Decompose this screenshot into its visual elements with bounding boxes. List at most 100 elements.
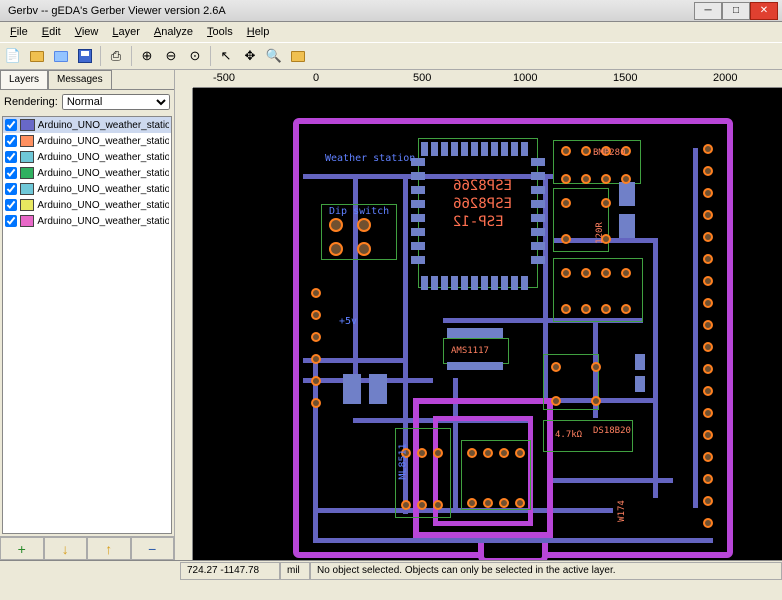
pad	[467, 448, 477, 458]
pad	[703, 496, 713, 506]
pad	[703, 298, 713, 308]
layer-swatch[interactable]	[20, 167, 34, 179]
silk-text: 120R	[595, 222, 605, 244]
smd-pad	[531, 242, 545, 250]
pad	[483, 498, 493, 508]
layer-action-button[interactable]: ↑	[87, 537, 131, 560]
pad	[601, 198, 611, 208]
menu-layer[interactable]: Layer	[106, 24, 146, 40]
layer-row[interactable]: Arduino_UNO_weather_station_s	[3, 181, 171, 197]
pad	[551, 362, 561, 372]
layer-checkbox[interactable]	[5, 135, 17, 147]
tab-layers[interactable]: Layers	[0, 70, 48, 89]
measure-icon[interactable]	[289, 47, 307, 65]
layer-swatch[interactable]	[20, 183, 34, 195]
layer-swatch[interactable]	[20, 199, 34, 211]
menubar: FileEditViewLayerAnalyzeToolsHelp	[0, 22, 782, 42]
smd-pad	[451, 276, 458, 290]
pad	[561, 234, 571, 244]
tab-messages[interactable]: Messages	[48, 70, 112, 89]
menu-tools[interactable]: Tools	[201, 24, 239, 40]
smd-pad	[635, 376, 645, 392]
pad	[703, 452, 713, 462]
menu-view[interactable]: View	[69, 24, 105, 40]
layer-row[interactable]: Arduino_UNO_weather_station_s	[3, 197, 171, 213]
layer-swatch[interactable]	[20, 215, 34, 227]
layer-checkbox[interactable]	[5, 119, 17, 131]
silk-text: W174	[617, 500, 627, 522]
pan-icon[interactable]: ✥	[241, 47, 259, 65]
smd-pad	[481, 276, 488, 290]
smd-pad	[461, 276, 468, 290]
layer-action-button[interactable]: −	[131, 537, 175, 560]
layer-swatch[interactable]	[20, 135, 34, 147]
layer-swatch[interactable]	[20, 151, 34, 163]
toolbar: 📄 ⎙ ⊕ ⊖ ⊙ ↖ ✥ 🔍	[0, 42, 782, 70]
pad	[703, 474, 713, 484]
close-button[interactable]: ✕	[750, 2, 778, 20]
open-icon[interactable]	[28, 47, 46, 65]
status-unit[interactable]: mil	[280, 562, 310, 580]
layer-name: Arduino_UNO_weather_station_s	[37, 200, 169, 211]
pad	[311, 332, 321, 342]
pad	[703, 430, 713, 440]
smd-pad	[441, 142, 448, 156]
zoom-in-icon[interactable]: ⊕	[138, 47, 156, 65]
menu-help[interactable]: Help	[241, 24, 276, 40]
layer-row[interactable]: Arduino_UNO_weather_station_s	[3, 149, 171, 165]
pad	[581, 268, 591, 278]
smd-pad	[411, 242, 425, 250]
layer-row[interactable]: Arduino_UNO_weather_station_	[3, 117, 171, 133]
layer-row[interactable]: Arduino_UNO_weather_station_s	[3, 213, 171, 229]
new-icon[interactable]: 📄	[4, 47, 22, 65]
smd-pad	[531, 228, 545, 236]
menu-analyze[interactable]: Analyze	[148, 24, 199, 40]
smd-pad	[451, 142, 458, 156]
smd-pad	[461, 142, 468, 156]
layer-action-button[interactable]: ↓	[44, 537, 88, 560]
layer-checkbox[interactable]	[5, 215, 17, 227]
silk-text: +5v	[339, 316, 357, 327]
pad	[551, 396, 561, 406]
pad	[703, 386, 713, 396]
layer-row[interactable]: Arduino_UNO_weather_station_s	[3, 133, 171, 149]
pad	[581, 304, 591, 314]
layer-checkbox[interactable]	[5, 199, 17, 211]
layer-action-button[interactable]: +	[0, 537, 44, 560]
smd-pad	[531, 200, 545, 208]
layer-name: Arduino_UNO_weather_station_	[38, 120, 169, 131]
silk-text: BMP280	[593, 148, 626, 158]
zoom-tool-icon[interactable]: 🔍	[265, 47, 283, 65]
zoom-out-icon[interactable]: ⊖	[162, 47, 180, 65]
layer-checkbox[interactable]	[5, 151, 17, 163]
pad	[703, 166, 713, 176]
layer-row[interactable]: Arduino_UNO_weather_station_s	[3, 165, 171, 181]
layer-checkbox[interactable]	[5, 183, 17, 195]
pad	[703, 144, 713, 154]
rendering-select[interactable]: Normal	[62, 94, 170, 110]
pad	[703, 188, 713, 198]
canvas[interactable]: Weather stationDip switch+5vML8511ESP826…	[193, 88, 782, 560]
print-icon[interactable]: ⎙	[107, 47, 125, 65]
pointer-icon[interactable]: ↖	[217, 47, 235, 65]
menu-edit[interactable]: Edit	[36, 24, 67, 40]
zoom-fit-icon[interactable]: ⊙	[186, 47, 204, 65]
layer-swatch[interactable]	[20, 119, 35, 131]
menu-file[interactable]: File	[4, 24, 34, 40]
layer-list: Arduino_UNO_weather_station_ Arduino_UNO_…	[2, 116, 172, 534]
pad	[467, 498, 477, 508]
import-icon[interactable]	[52, 47, 70, 65]
silk-box	[418, 138, 538, 288]
smd-pad	[501, 142, 508, 156]
pad	[357, 242, 371, 256]
smd-pad	[411, 172, 425, 180]
maximize-button[interactable]: □	[722, 2, 750, 20]
save-icon[interactable]	[76, 47, 94, 65]
smd-pad	[531, 172, 545, 180]
esp-text: ESP8266	[453, 178, 512, 194]
smd-pad	[431, 276, 438, 290]
smd-pad	[511, 142, 518, 156]
minimize-button[interactable]: ─	[694, 2, 722, 20]
layer-checkbox[interactable]	[5, 167, 17, 179]
smd-pad	[511, 276, 518, 290]
